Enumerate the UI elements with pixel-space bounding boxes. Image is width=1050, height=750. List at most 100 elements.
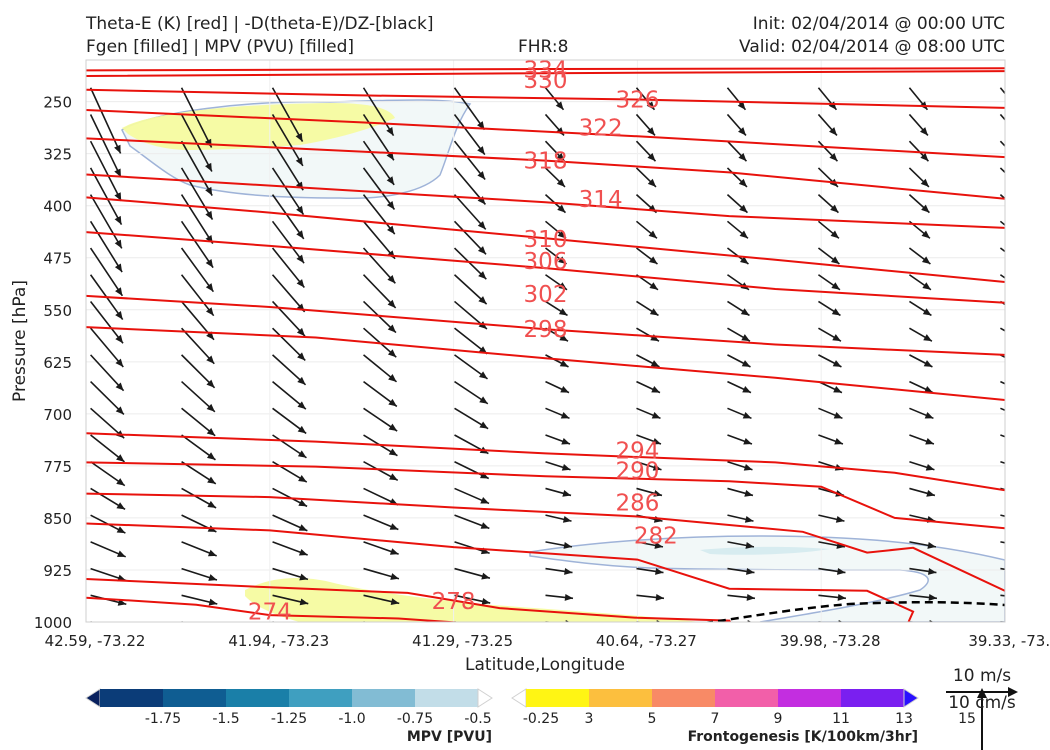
wind-vector-head (297, 376, 306, 385)
colorbar-tick-label: -1.5 (212, 711, 239, 727)
wind-vector-head (386, 200, 395, 210)
wind-vector (89, 167, 123, 226)
y-tick-label: 1000 (34, 614, 72, 632)
wind-vector-head (207, 476, 216, 484)
wind-vector-head (558, 256, 567, 265)
wind-vector-head (478, 371, 488, 379)
wind-vector-head (208, 574, 217, 581)
colorbar-tick-label: -1.0 (338, 711, 365, 727)
wind-vector (89, 327, 124, 368)
wind-vector-head (296, 279, 305, 288)
x-tick-label: 39.33, -73.3 (968, 632, 1050, 650)
colorbar-tick-label: 5 (648, 711, 657, 727)
wind-vector-head (295, 132, 303, 142)
wind-vector-head (208, 598, 218, 606)
theta-e-contour-label: 290 (615, 459, 659, 485)
wind-vector-head (114, 239, 122, 249)
theta-e-contour-line (86, 432, 1005, 492)
wind-vector-head (114, 168, 121, 178)
wind-vector (89, 114, 122, 178)
wind-vector-head (562, 489, 571, 497)
wind-vector-head (556, 152, 565, 162)
wind-vector-head (746, 567, 755, 575)
wind-vector (999, 247, 1005, 253)
theta-e-contour-line (86, 70, 1005, 77)
wind-vector-head (388, 374, 397, 382)
wind-vector-head (299, 598, 309, 606)
wind-vector-head (1013, 256, 1021, 264)
x-axis-label: Latitude,Longitude (465, 655, 625, 675)
wind-key-label-top: 10 m/s (953, 666, 1011, 686)
wind-vector-head (296, 205, 304, 215)
wind-vector (999, 274, 1005, 279)
wind-vector-head (388, 398, 397, 407)
wind-vector-head (646, 101, 655, 110)
wind-vector-head (205, 283, 214, 292)
wind-vector-head (649, 308, 659, 316)
wind-vector-head (300, 623, 308, 630)
wind-vector (89, 194, 123, 249)
wind-vector-head (921, 256, 931, 265)
wind-vector (89, 87, 122, 154)
wind-vector-head (741, 334, 750, 342)
wind-vector-head (207, 500, 217, 508)
theta-e-contour-label: 282 (634, 523, 678, 549)
wind-vector (181, 621, 187, 622)
theta-e-contour-label: 294 (615, 439, 659, 465)
wind-vector-head (388, 423, 398, 432)
wind-vector-head (924, 411, 934, 419)
wind-vector (90, 621, 96, 622)
wind-vector-head (115, 334, 123, 344)
wind-vector-head (740, 308, 750, 316)
wind-vector-head (925, 463, 935, 471)
wind-vector-head (209, 623, 217, 630)
wind-vector-head (206, 452, 216, 460)
colorbar-tick-label: 3 (585, 711, 594, 727)
wind-vector-head (737, 101, 746, 110)
wind-vector-head (298, 548, 308, 556)
theta-e-contour-label: 298 (524, 317, 568, 343)
wind-vector-head (831, 282, 840, 290)
wind-vector (1000, 354, 1005, 359)
wind-vector (999, 140, 1005, 148)
wind-vector (999, 194, 1005, 200)
wind-vector (180, 247, 215, 293)
theta-e-contour-label: 306 (524, 249, 568, 275)
colorbar-tick-label: 7 (711, 711, 720, 727)
y-tick-label: 550 (43, 302, 72, 320)
theta-e-contour-line (86, 492, 1005, 592)
y-tick-label: 250 (43, 94, 72, 112)
wind-vector (90, 354, 125, 392)
y-tick-label: 700 (43, 406, 72, 424)
wind-vector-head (652, 437, 661, 445)
wind-vector-head (115, 287, 123, 296)
theta-e-contour-line (86, 231, 1005, 304)
wind-vector-head (204, 138, 212, 148)
wind-vector (180, 274, 215, 317)
wind-vector-head (387, 225, 395, 235)
wind-vector-head (561, 463, 571, 471)
wind-vector (271, 194, 305, 240)
theta-e-contour-label: 322 (579, 115, 623, 141)
theta-e-contour-label: 286 (615, 491, 659, 517)
wind-vector-head (478, 271, 487, 280)
wind-vector-head (297, 425, 307, 434)
wind-vector-head (835, 515, 845, 523)
wind-vector-head (115, 358, 124, 367)
colorbar-cell (841, 689, 905, 707)
wind-vector-head (837, 567, 846, 575)
wind-vector-head (114, 263, 123, 273)
colorbar-tick-label: 13 (895, 711, 913, 727)
wind-vector-head (647, 127, 655, 136)
x-tick-label: 41.29, -73.25 (412, 632, 513, 650)
colorbar-tick-label: -1.75 (145, 711, 181, 727)
y-axis-tick-labels: 250 325 400 475 550 625 700 775 850 925 1000 (34, 94, 72, 632)
wind-vector-head (652, 463, 662, 471)
y-tick-label: 850 (43, 510, 72, 528)
wind-vector-head (744, 515, 754, 523)
wind-vector-head (743, 463, 753, 471)
y-tick-label: 400 (43, 198, 72, 216)
wind-vector (453, 113, 486, 156)
fgen-colorbar-label: Frontogenesis [K/100km/3hr] (688, 729, 918, 745)
wind-vector-head (648, 256, 658, 265)
